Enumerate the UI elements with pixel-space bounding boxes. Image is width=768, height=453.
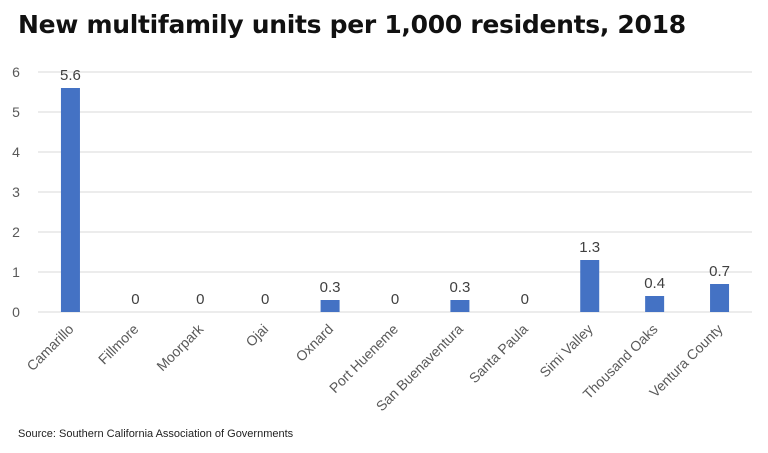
category-label: Santa Paula	[466, 321, 531, 386]
y-tick-label: 4	[12, 144, 20, 160]
data-label: 0.4	[644, 275, 665, 292]
y-tick-label: 1	[12, 264, 20, 280]
data-label: 0	[196, 291, 204, 308]
data-label: 0	[131, 291, 139, 308]
y-tick-label: 2	[12, 224, 20, 240]
bar	[450, 300, 470, 312]
category-label: Oxnard	[292, 321, 336, 365]
data-label: 0	[261, 291, 269, 308]
source-label: Source:	[18, 428, 56, 440]
data-label: 1.3	[579, 239, 600, 256]
data-label: 0.7	[709, 263, 730, 280]
y-tick-label: 3	[12, 184, 20, 200]
chart-title: New multifamily units per 1,000 resident…	[18, 10, 686, 39]
category-label: Ojai	[242, 321, 271, 350]
category-label: Fillmore	[95, 321, 142, 368]
bar	[60, 88, 80, 312]
data-label: 5.6	[60, 67, 81, 84]
data-label: 0.3	[320, 279, 341, 296]
source-text: Southern California Association of Gover…	[58, 428, 294, 440]
data-label: 0	[391, 291, 399, 308]
y-tick-label: 5	[12, 104, 20, 120]
bar	[580, 260, 600, 312]
category-label: Simi Valley	[536, 321, 596, 381]
data-label: 0.3	[449, 279, 470, 296]
y-tick-label: 0	[12, 304, 20, 320]
data-label: 0	[521, 291, 529, 308]
bar	[645, 296, 665, 312]
y-tick-label: 6	[12, 64, 20, 80]
category-label: Camarillo	[23, 321, 76, 374]
bar	[710, 284, 730, 312]
category-label: Moorpark	[153, 320, 207, 374]
source-note: Source: Southern California Association …	[18, 428, 293, 440]
bar	[320, 300, 340, 312]
